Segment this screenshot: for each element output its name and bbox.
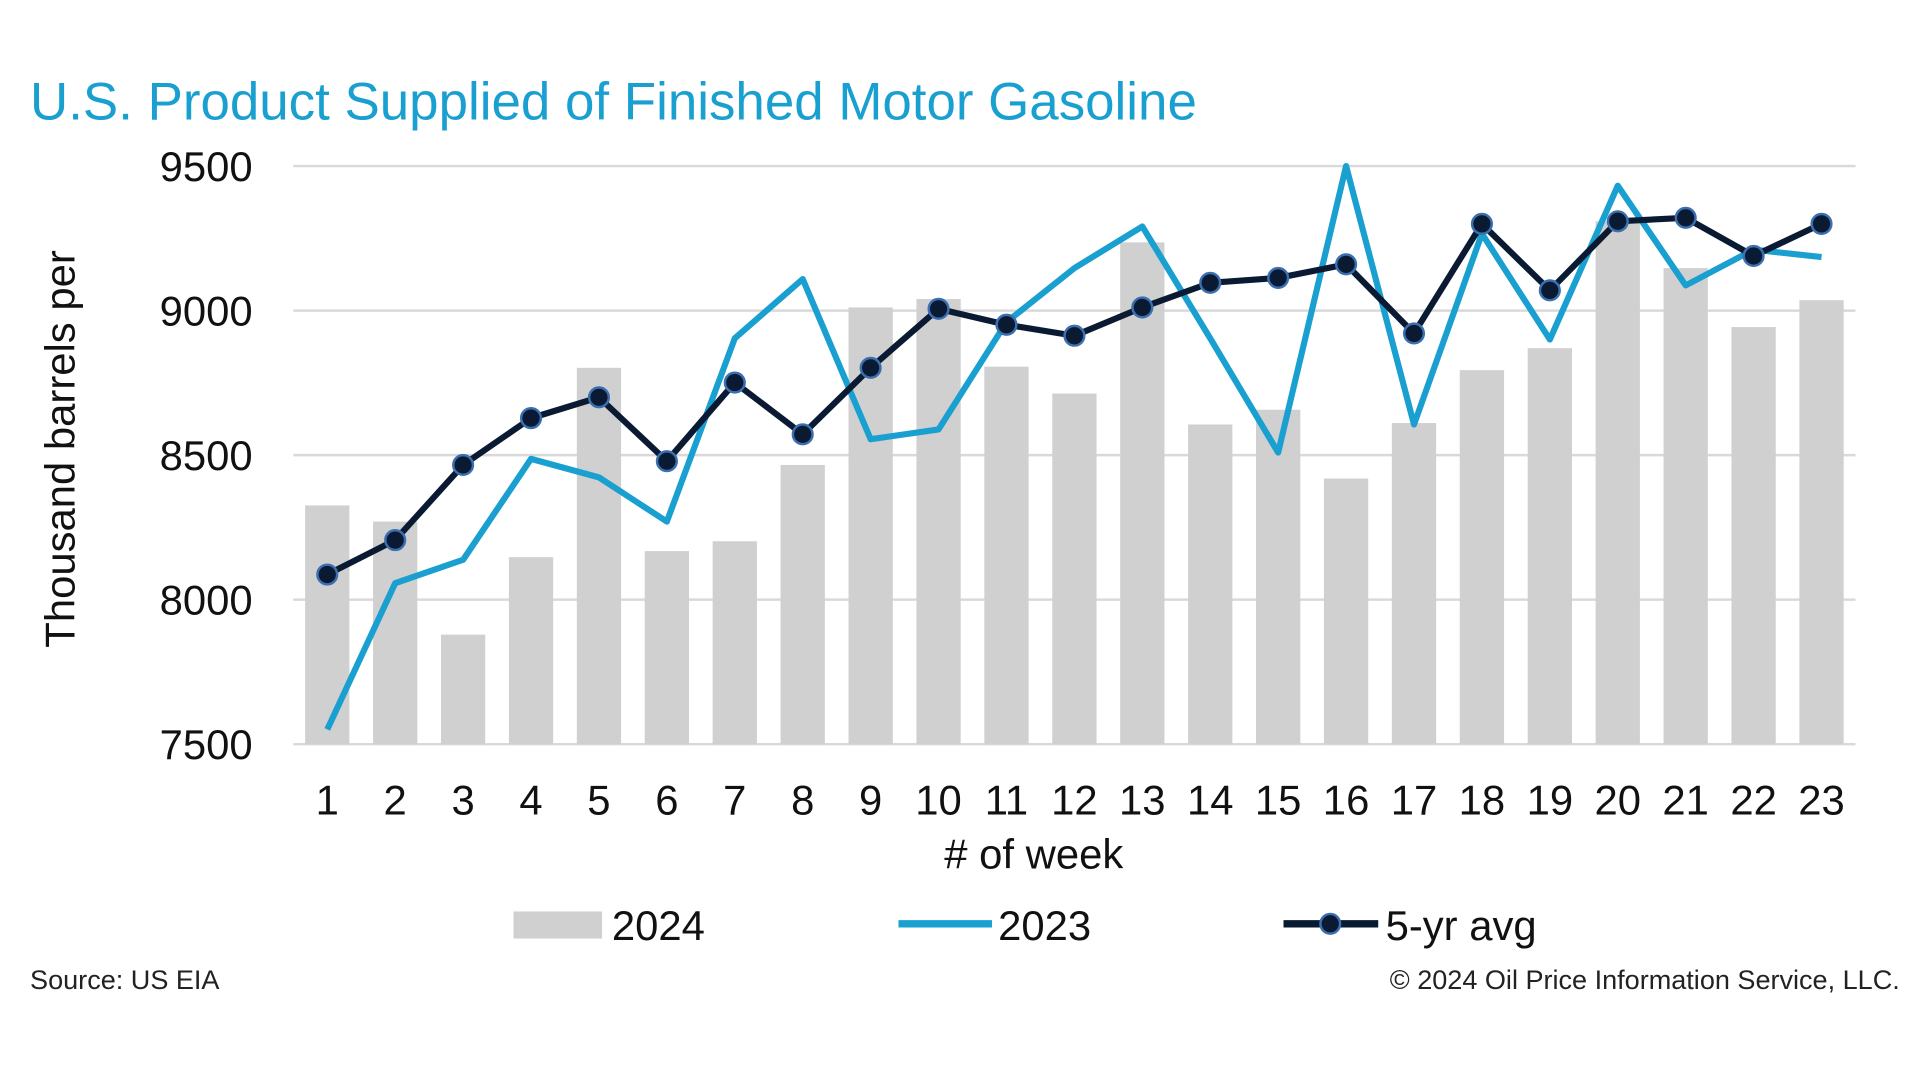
source-note: Source: US EIA	[30, 965, 219, 995]
x-axis-ticks: 1 2 3 4 5 6 7 8 9 10 11 12 13 14 15 16 17 18 19 20 21 22 23	[316, 776, 1845, 823]
bar-2024	[1731, 327, 1776, 745]
line-2023	[324, 162, 1822, 731]
marker-5yr-avg	[1810, 212, 1833, 235]
legend-label-2023: 2023	[998, 902, 1091, 949]
x-tick-label: 5	[587, 776, 610, 823]
x-tick-label: 21	[1662, 776, 1709, 823]
bar-2024	[916, 299, 961, 745]
bar-2024	[305, 505, 350, 745]
x-tick-label: 12	[1051, 776, 1098, 823]
bar-2024	[576, 367, 622, 745]
marker-5yr-avg	[655, 450, 678, 473]
legend-swatch-2024	[513, 911, 603, 939]
marker-5yr-avg	[1470, 212, 1493, 235]
marker-5yr-avg	[519, 407, 543, 430]
x-tick-label: 19	[1527, 776, 1574, 823]
marker-5yr-avg	[316, 563, 339, 586]
x-tick-label: 13	[1119, 776, 1166, 823]
bar-2024	[1120, 242, 1165, 745]
x-tick-label: 14	[1187, 776, 1234, 823]
marker-5yr-avg	[791, 423, 814, 446]
bar-2024	[984, 366, 1029, 745]
legend: 2024 2023 5-yr avg	[513, 902, 1537, 949]
marker-5yr-avg	[1742, 244, 1765, 268]
bar-2024	[1188, 424, 1233, 745]
y-tick-label: 9000	[160, 287, 253, 334]
bar-2024	[1459, 370, 1505, 745]
x-tick-label: 18	[1459, 776, 1506, 823]
x-tick-label: 8	[791, 776, 814, 823]
legend-label-5yr-avg: 5-yr avg	[1386, 902, 1537, 949]
bar-2024	[1391, 423, 1437, 745]
x-tick-label: 3	[451, 776, 474, 823]
marker-5yr-avg	[1606, 210, 1629, 233]
marker-5yr-avg	[859, 356, 882, 379]
x-tick-label: 10	[915, 776, 962, 823]
marker-5yr-avg	[995, 313, 1018, 336]
marker-5yr-avg	[1267, 266, 1290, 289]
lines	[316, 162, 1833, 731]
marker-5yr-avg	[1199, 271, 1222, 294]
x-tick-label: 16	[1323, 776, 1370, 823]
y-tick-label: 8000	[160, 576, 253, 623]
bar-2024	[1799, 300, 1844, 745]
bar-2024	[508, 557, 554, 745]
x-tick-label: 15	[1255, 776, 1302, 823]
y-tick-label: 9500	[160, 143, 253, 190]
bar-2024	[1052, 393, 1097, 745]
x-tick-label: 9	[859, 776, 882, 823]
marker-5yr-avg	[1335, 253, 1358, 276]
bar-2024	[780, 464, 825, 745]
legend-label-2024: 2024	[612, 902, 705, 949]
marker-5yr-avg	[452, 453, 475, 477]
y-tick-label: 7500	[160, 721, 253, 768]
copyright-note: © 2024 Oil Price Information Service, LL…	[1390, 965, 1900, 995]
bar-2024	[1323, 478, 1369, 745]
legend-marker-5yr-avg	[1319, 912, 1342, 935]
bar-2024	[440, 634, 486, 745]
marker-5yr-avg	[1131, 296, 1154, 319]
marker-5yr-avg	[723, 371, 746, 394]
x-axis-label: # of week	[944, 830, 1123, 877]
marker-5yr-avg	[384, 529, 407, 552]
bar-2024	[373, 521, 418, 745]
chart-title: U.S. Product Supplied of Finished Motor …	[30, 72, 1197, 131]
x-tick-label: 4	[519, 776, 542, 823]
x-tick-label: 20	[1595, 776, 1642, 823]
marker-5yr-avg	[1063, 324, 1086, 347]
x-tick-label: 7	[723, 776, 746, 823]
bar-2024	[712, 541, 757, 745]
y-axis-label: Thousand barrels per	[36, 250, 83, 648]
x-tick-label: 11	[985, 776, 1028, 823]
y-axis-ticks: 7500 8000 8500 9000 9500	[160, 143, 253, 768]
bars-2024	[305, 221, 1844, 745]
bar-2024	[1595, 221, 1640, 745]
marker-5yr-avg	[1538, 279, 1561, 302]
bar-2024	[1256, 409, 1301, 745]
marker-5yr-avg	[1402, 322, 1426, 345]
bar-2024	[1663, 268, 1708, 745]
marker-5yr-avg	[927, 297, 950, 320]
bar-2024	[644, 551, 690, 745]
bar-2024	[1527, 348, 1572, 745]
y-tick-label: 8500	[160, 432, 253, 479]
x-tick-label: 17	[1391, 776, 1438, 823]
x-tick-label: 1	[316, 776, 339, 823]
x-tick-label: 6	[655, 776, 678, 823]
x-tick-label: 23	[1798, 776, 1845, 823]
marker-5yr-avg	[1674, 206, 1697, 229]
marker-5yr-avg	[587, 386, 611, 409]
x-tick-label: 2	[384, 776, 407, 823]
x-tick-label: 22	[1730, 776, 1777, 823]
